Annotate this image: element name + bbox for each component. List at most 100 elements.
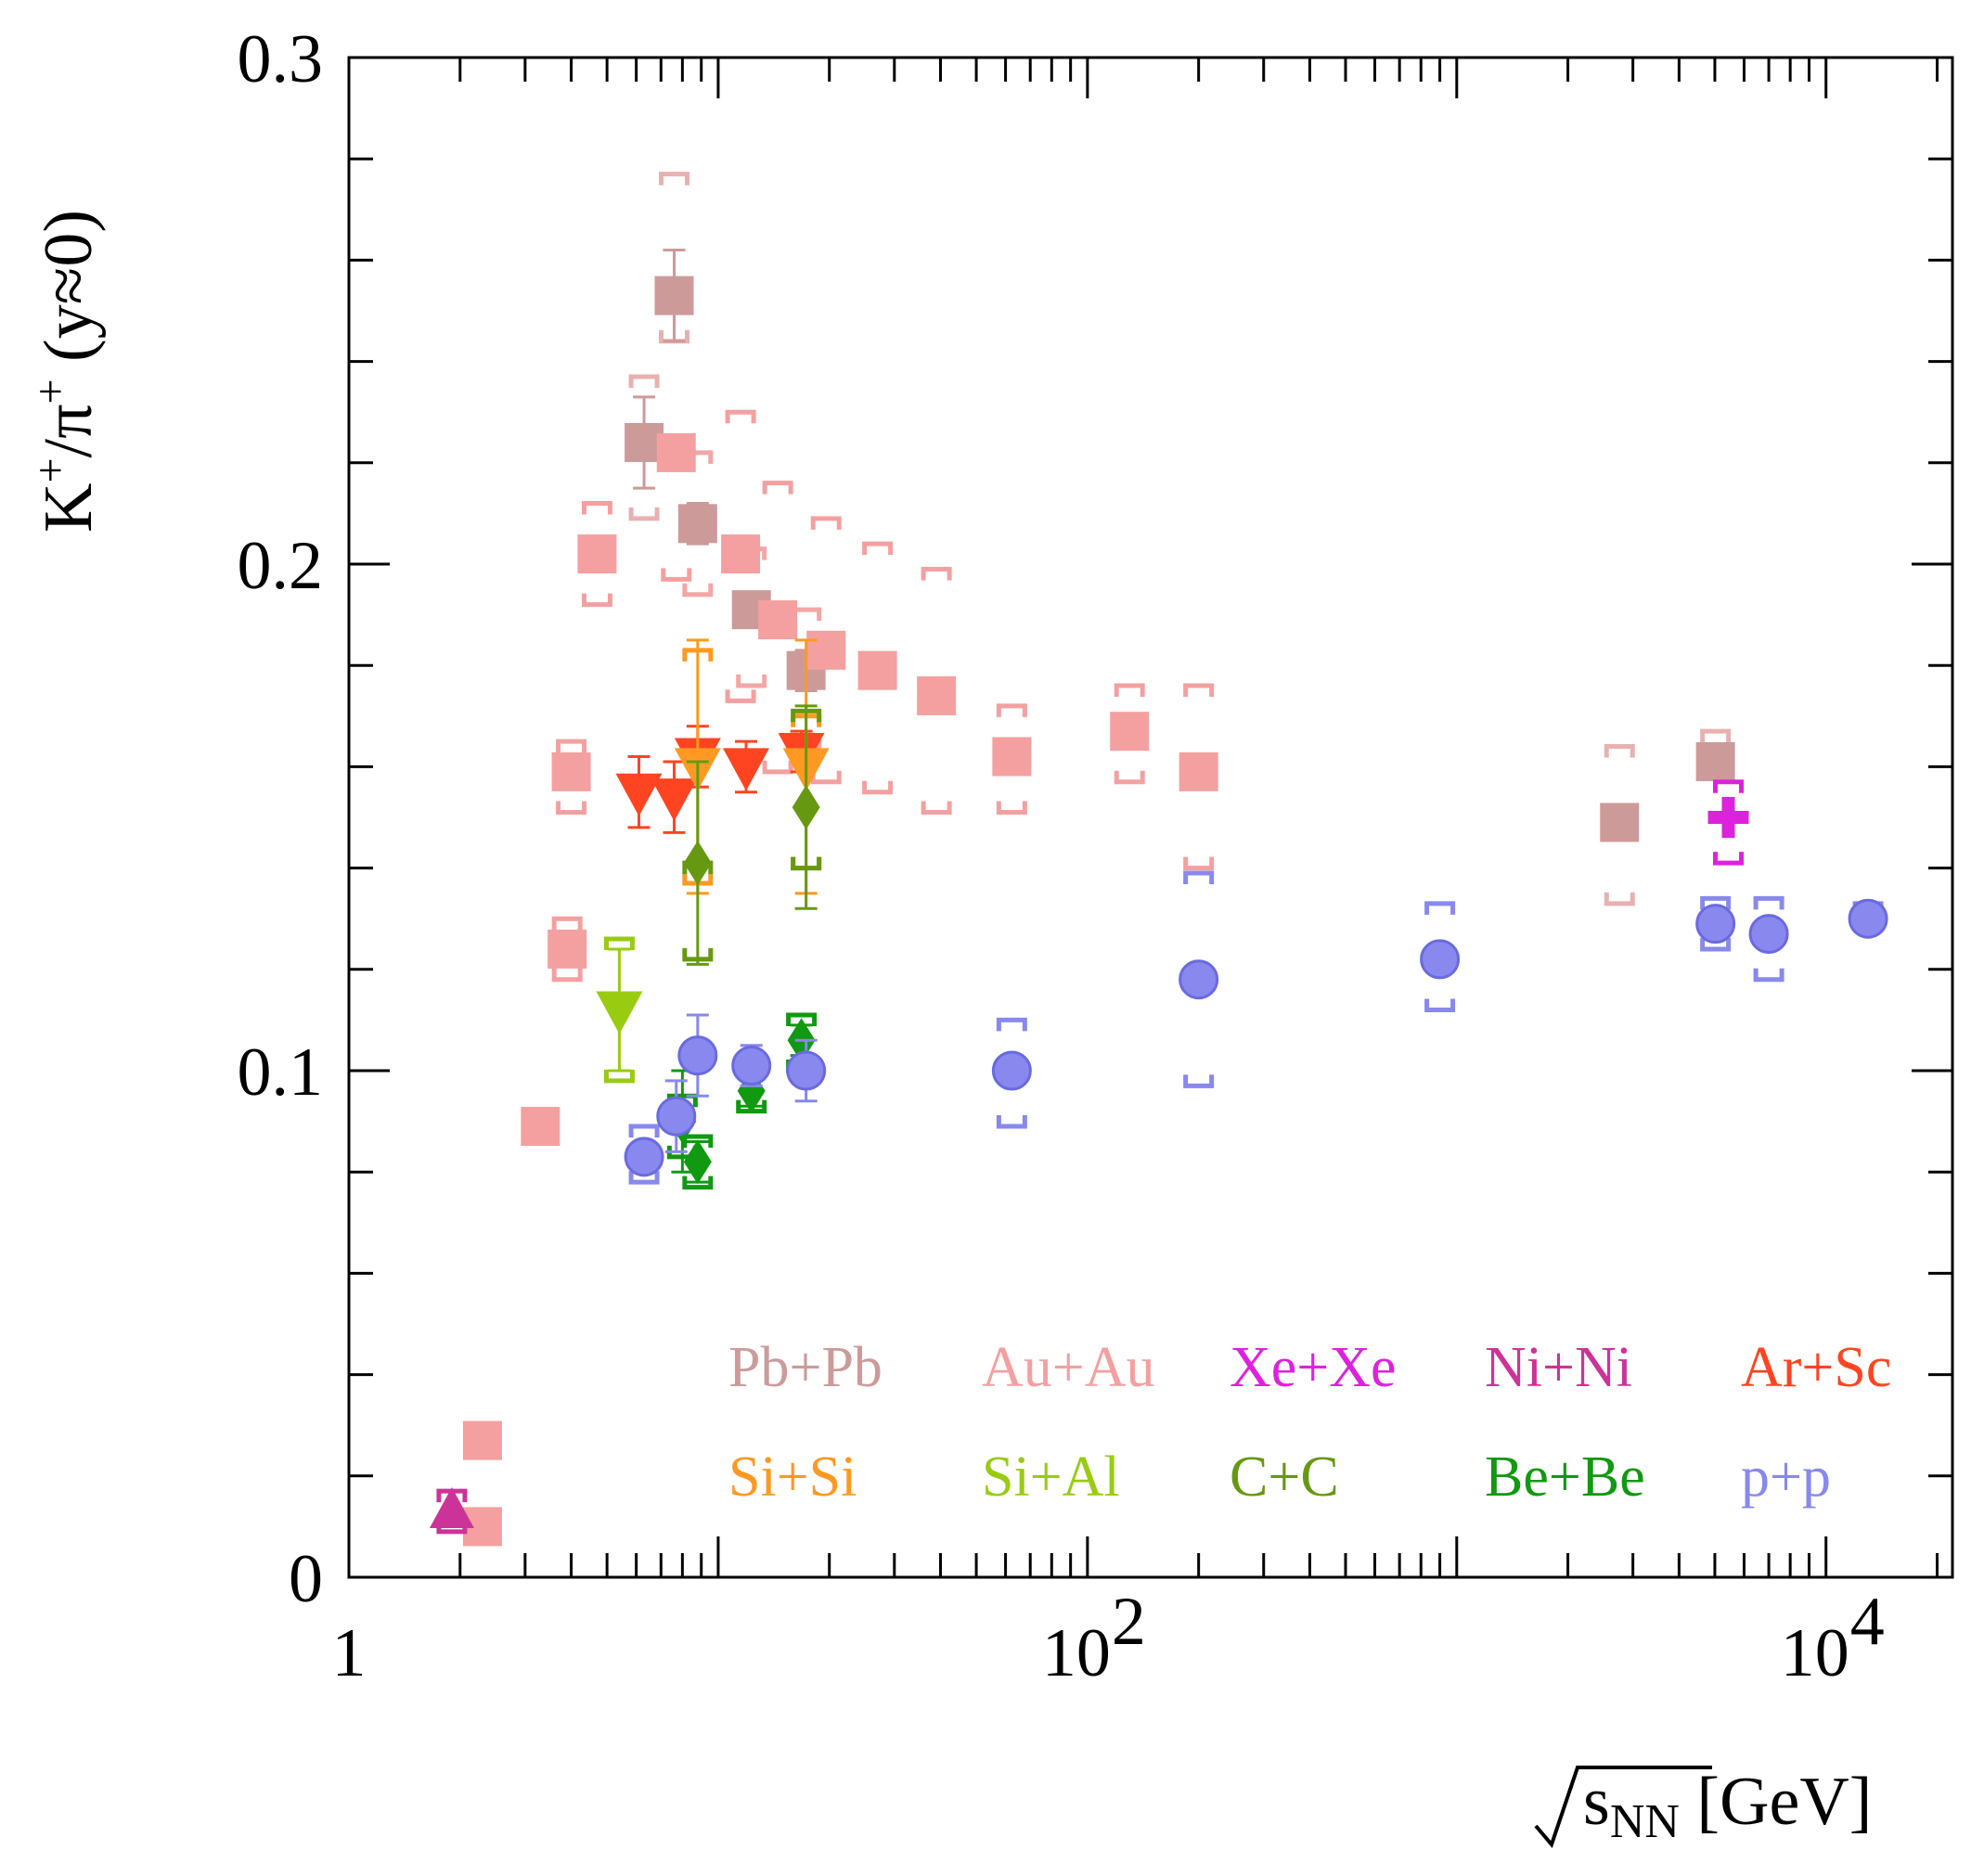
- x-tick-exponent: 2: [1112, 1584, 1146, 1660]
- sys-bracket-upper: [862, 541, 894, 556]
- legend-item-p-p: p+p: [1741, 1446, 1831, 1509]
- axis-ticks: 00.10.20.31 10 2 10 4: [238, 21, 1952, 1691]
- legend: Pb+Pb Au+Au Xe+Xe Ni+Ni Ar+Sc Si+Si Si+Al C+C Be…: [728, 1336, 1891, 1509]
- data-point-cross: [1707, 797, 1749, 838]
- sys-bracket-upper: [1700, 728, 1732, 743]
- sys-bracket-lower: [682, 1176, 714, 1190]
- x-axis-title-text: sNN [GeV]: [1583, 1764, 1872, 1848]
- sys-bracket-lower: [1183, 1074, 1215, 1088]
- legend-item-pb-pb: Pb+Pb: [728, 1336, 882, 1399]
- sys-bracket-lower: [762, 760, 793, 775]
- sys-bracket-lower: [603, 1069, 635, 1084]
- data-point-circle: [1420, 939, 1461, 980]
- plot-frame: [347, 56, 1954, 1579]
- data-point-square: [1179, 752, 1218, 791]
- plot-frame-rect: [347, 56, 1954, 1579]
- series-ni-ni: [429, 1487, 474, 1535]
- sys-bracket-upper: [1713, 779, 1745, 793]
- x-tick-label: 10: [1781, 1615, 1849, 1691]
- sys-bracket-upper: [996, 703, 1027, 717]
- legend-item-si-si: Si+Si: [728, 1446, 857, 1509]
- data-point-square: [677, 504, 717, 544]
- sys-bracket-upper: [996, 1017, 1027, 1032]
- x-tick-label: 1: [332, 1615, 367, 1691]
- sys-bracket-lower: [996, 801, 1027, 816]
- data-point-circle: [624, 1137, 664, 1177]
- data-point-circle: [991, 1050, 1032, 1091]
- data-point-square: [857, 650, 897, 690]
- y-tick-label: 0.2: [238, 528, 324, 604]
- sys-bracket-lower: [1604, 892, 1635, 906]
- data-point-square: [917, 675, 957, 715]
- sys-bracket-lower: [1424, 998, 1456, 1012]
- data-point-square: [551, 752, 591, 791]
- data-point-square: [1110, 712, 1150, 752]
- sys-bracket-upper: [682, 1134, 714, 1148]
- sys-bracket-upper: [725, 409, 756, 424]
- sys-bracket-lower: [1114, 770, 1145, 785]
- legend-item-xe-xe: Xe+Xe: [1230, 1336, 1397, 1399]
- sys-bracket-upper: [659, 172, 690, 186]
- sys-bracket-upper: [1183, 683, 1215, 698]
- y-tick-label: 0.3: [238, 21, 324, 97]
- y-axis-title: K+/π+ (y≈0): [26, 210, 107, 533]
- data-point-square: [806, 630, 846, 670]
- sys-bracket-lower: [682, 583, 714, 597]
- sys-bracket-lower: [1183, 856, 1215, 871]
- data-point-square: [656, 432, 696, 472]
- sys-bracket-upper: [810, 516, 842, 530]
- data-point-square: [577, 534, 617, 574]
- sys-bracket-upper: [1700, 895, 1732, 910]
- sys-bracket-lower: [736, 675, 767, 688]
- data-point-diamond: [683, 841, 712, 886]
- legend-item-be-be: Be+Be: [1485, 1446, 1645, 1509]
- series-xe-xe: [1707, 779, 1749, 866]
- data-point-circle: [1179, 959, 1219, 1000]
- data-point-triangle-down: [596, 991, 643, 1034]
- sys-bracket-lower: [661, 568, 692, 582]
- data-point-square: [548, 929, 587, 969]
- sys-bracket-lower: [551, 968, 583, 983]
- x-tick-exponent: 4: [1850, 1584, 1885, 1660]
- series-si-al: [596, 936, 643, 1084]
- x-axis-title: sNN [GeV]: [1534, 1764, 1872, 1848]
- sys-bracket-lower: [862, 780, 894, 795]
- data-point-circle: [786, 1050, 827, 1091]
- sys-bracket-upper: [786, 1012, 818, 1026]
- data-point-triangle-up: [429, 1487, 474, 1529]
- sys-bracket-lower: [1713, 852, 1745, 866]
- data-point-triangle-down: [722, 748, 769, 791]
- sys-bracket-upper: [1604, 744, 1635, 758]
- data-point-square: [758, 600, 798, 640]
- sys-bracket-upper: [628, 1124, 660, 1138]
- sys-bracket-upper: [1183, 870, 1215, 885]
- sys-bracket-upper: [556, 739, 587, 753]
- sys-bracket-upper: [628, 374, 660, 388]
- data-point-diamond: [683, 1139, 712, 1185]
- sys-bracket-upper: [762, 481, 793, 495]
- data-point-circle: [1848, 898, 1888, 939]
- sys-bracket-upper: [1114, 683, 1145, 698]
- data-point-circle: [677, 1035, 718, 1076]
- data-point-square: [721, 534, 761, 574]
- y-tick-label: 0: [289, 1541, 323, 1617]
- data-point-triangle-down: [615, 773, 663, 816]
- sys-bracket-upper: [1753, 895, 1784, 910]
- data-point-square: [992, 737, 1032, 777]
- data-point-circle: [656, 1096, 697, 1137]
- sys-bracket-lower: [996, 1115, 1027, 1129]
- sys-bracket-lower: [628, 507, 660, 521]
- data-point-triangle-down: [651, 778, 698, 822]
- sys-bracket-lower: [810, 770, 842, 785]
- axis-titles: K+/π+ (y≈0) sNN [GeV]: [26, 210, 1872, 1848]
- legend-item-ni-ni: Ni+Ni: [1485, 1336, 1632, 1399]
- sys-bracket-upper: [603, 936, 635, 951]
- data-point-square: [462, 1420, 502, 1460]
- series-c-c: [682, 704, 822, 966]
- series-ar-sc: [615, 725, 825, 834]
- sys-bracket-lower: [628, 1171, 660, 1185]
- data-point-cross-v: [1721, 797, 1735, 838]
- data-point-circle: [1695, 904, 1736, 944]
- sys-bracket-lower: [1753, 968, 1784, 983]
